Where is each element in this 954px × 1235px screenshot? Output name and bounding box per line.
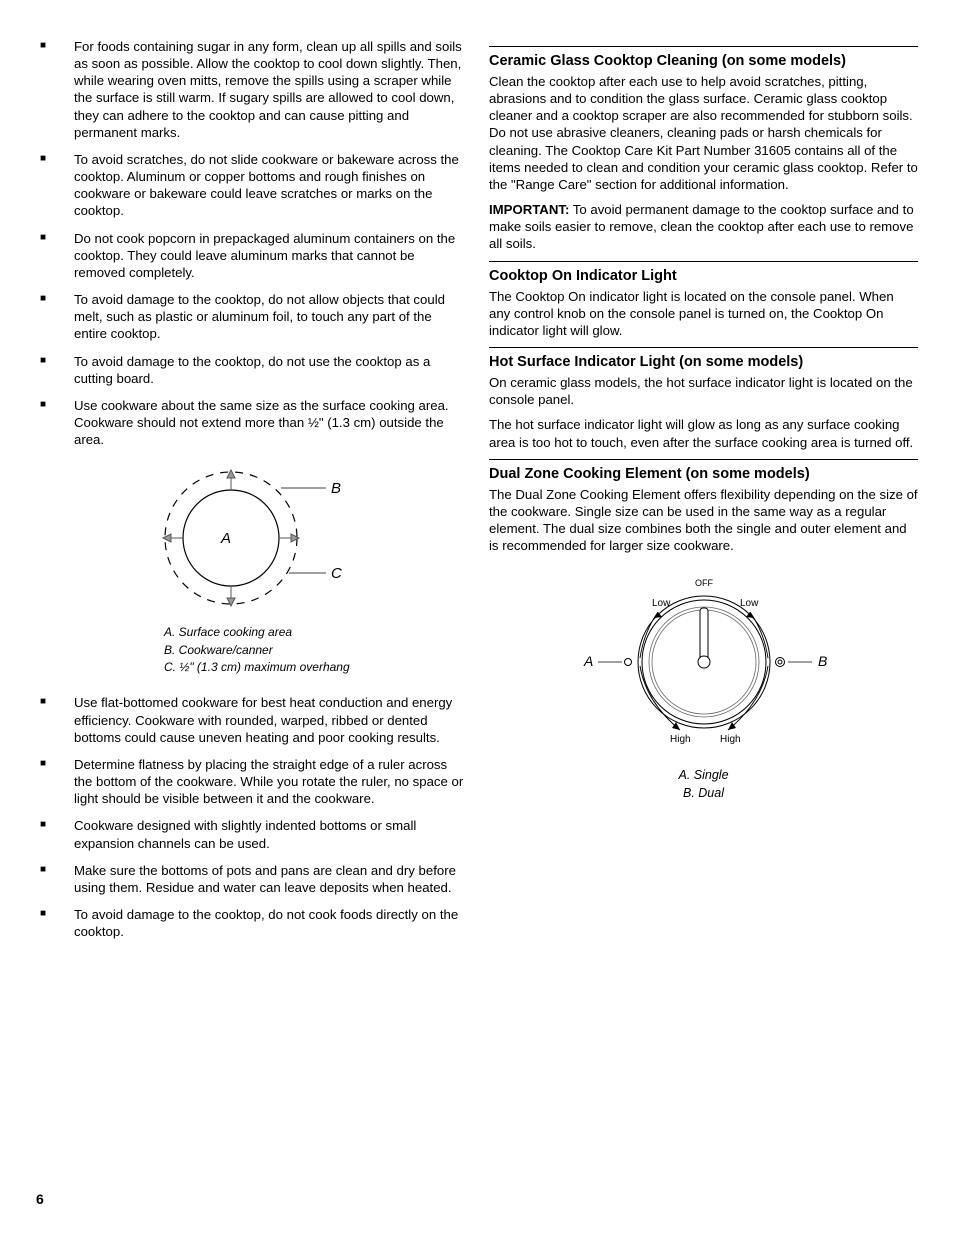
two-column-layout: For foods containing sugar in any form, … [36,38,918,950]
caption-line: B. Dual [678,784,728,802]
svg-text:B: B [331,480,341,497]
dial-svg: OFF Low Low High High A [554,562,854,762]
section-rule [489,46,918,47]
caption-line: A. Single [678,766,728,784]
body-text: The hot surface indicator light will glo… [489,416,918,450]
cookware-diagram-svg: A B C [141,458,361,618]
section-heading-ceramic: Ceramic Glass Cooktop Cleaning (on some … [489,53,918,69]
caption-line: C. ½" (1.3 cm) maximum overhang [164,659,350,676]
body-text: The Dual Zone Cooking Element offers fle… [489,486,918,555]
section-heading-cooktop-on: Cooktop On Indicator Light [489,268,918,284]
diagram-caption: A. Surface cooking area B. Cookware/cann… [164,624,350,676]
svg-text:OFF: OFF [695,578,713,588]
svg-text:High: High [670,734,691,745]
page-number: 6 [36,1191,44,1207]
important-label: IMPORTANT: [489,202,569,217]
list-item: To avoid damage to the cooktop, do not a… [36,291,465,342]
list-item: For foods containing sugar in any form, … [36,38,465,141]
list-item: Make sure the bottoms of pots and pans a… [36,862,465,896]
section-heading-dual-zone: Dual Zone Cooking Element (on some model… [489,466,918,482]
svg-text:Low: Low [652,598,671,609]
body-text: On ceramic glass models, the hot surface… [489,374,918,408]
svg-text:C: C [331,565,342,582]
dial-caption: A. Single B. Dual [678,766,728,802]
caption-line: A. Surface cooking area [164,624,350,641]
body-text: Clean the cooktop after each use to help… [489,73,918,193]
left-column: For foods containing sugar in any form, … [36,38,465,950]
svg-text:High: High [720,734,741,745]
list-item: Cookware designed with slightly indented… [36,817,465,851]
body-text: The Cooktop On indicator light is locate… [489,288,918,339]
bullet-list-bottom: Use flat-bottomed cookware for best heat… [36,694,465,940]
svg-text:A: A [220,530,231,547]
list-item: To avoid scratches, do not slide cookwar… [36,151,465,220]
right-column: Ceramic Glass Cooktop Cleaning (on some … [489,38,918,950]
section-rule [489,347,918,348]
list-item: Determine flatness by placing the straig… [36,756,465,807]
list-item: To avoid damage to the cooktop, do not u… [36,353,465,387]
svg-text:A: A [583,653,593,669]
svg-text:B: B [818,653,827,669]
list-item: To avoid damage to the cooktop, do not c… [36,906,465,940]
section-rule [489,261,918,262]
section-rule [489,459,918,460]
list-item: Use flat-bottomed cookware for best heat… [36,694,465,745]
svg-text:Low: Low [740,598,759,609]
caption-line: B. Cookware/canner [164,642,350,659]
important-text: IMPORTANT: To avoid permanent damage to … [489,201,918,252]
dual-zone-dial: OFF Low Low High High A [489,562,918,802]
section-heading-hot-surface: Hot Surface Indicator Light (on some mod… [489,354,918,370]
cookware-diagram: A B C A. Surface cooking area B. Cookwar… [36,458,465,676]
list-item: Use cookware about the same size as the … [36,397,465,448]
bullet-list-top: For foods containing sugar in any form, … [36,38,465,448]
list-item: Do not cook popcorn in prepackaged alumi… [36,230,465,281]
